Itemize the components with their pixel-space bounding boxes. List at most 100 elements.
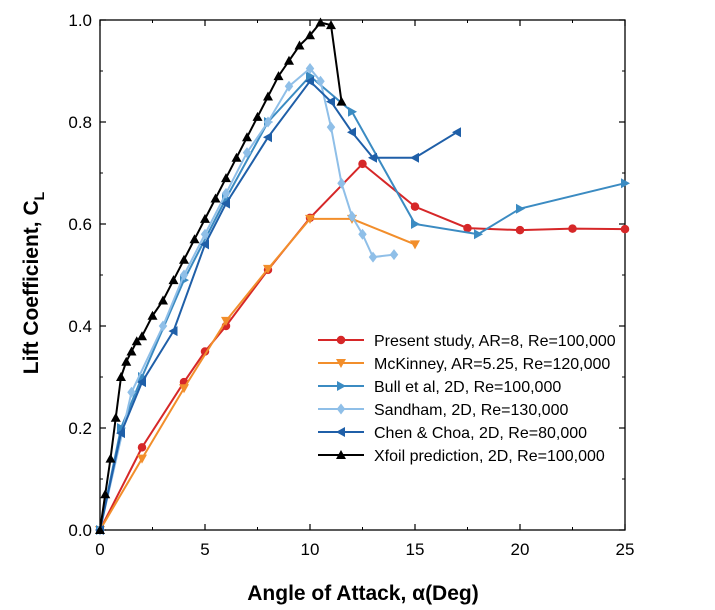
y-axis-label: Lift Coefficient, CL xyxy=(20,191,47,374)
series-2 xyxy=(96,71,630,535)
data-point xyxy=(452,127,461,138)
data-point xyxy=(620,224,630,234)
data-point xyxy=(316,75,325,87)
data-point xyxy=(358,159,367,169)
x-tick-label: 10 xyxy=(301,540,320,559)
data-point xyxy=(305,30,315,40)
data-point xyxy=(284,80,294,92)
data-point xyxy=(117,423,126,433)
data-point xyxy=(326,96,335,107)
series-5 xyxy=(95,17,347,534)
data-point xyxy=(168,275,179,285)
legend-entry: McKinney, AR=5.25, Re=120,000 xyxy=(318,356,610,373)
legend-entry: Present study, AR=8, Re=100,000 xyxy=(318,333,616,350)
data-point xyxy=(189,234,200,244)
data-point xyxy=(306,71,315,82)
data-point xyxy=(200,239,209,250)
y-tick-label: 1.0 xyxy=(68,11,92,30)
data-point xyxy=(137,443,147,452)
data-point xyxy=(137,331,147,341)
data-point xyxy=(326,121,336,133)
series-4 xyxy=(95,76,461,535)
data-point xyxy=(273,71,284,81)
data-point xyxy=(263,264,273,274)
data-point xyxy=(179,254,189,264)
data-point xyxy=(474,229,483,240)
data-point xyxy=(294,40,305,50)
legend: Present study, AR=8, Re=100,000 McKinney,… xyxy=(318,333,616,465)
data-point xyxy=(368,152,377,163)
data-point xyxy=(200,228,210,240)
data-point xyxy=(263,132,272,143)
data-point xyxy=(221,316,231,326)
x-axis-ticks: 0 5 10 15 20 25 xyxy=(95,20,634,559)
data-point xyxy=(284,55,294,65)
data-point xyxy=(147,310,158,320)
data-point xyxy=(131,336,142,346)
data-point xyxy=(410,240,420,250)
x-tick-label: 25 xyxy=(616,540,635,559)
data-point xyxy=(168,326,178,337)
y-tick-label: 0.2 xyxy=(68,419,92,438)
data-point xyxy=(121,356,132,366)
data-point xyxy=(347,127,356,138)
data-point xyxy=(231,152,242,162)
data-point xyxy=(568,224,577,233)
data-point xyxy=(137,377,146,388)
data-point xyxy=(127,386,136,398)
legend-entry: Xfoil prediction, 2D, Re=100,000 xyxy=(318,448,605,465)
data-point xyxy=(158,295,168,305)
data-point xyxy=(126,346,137,356)
y-tick-label: 0.6 xyxy=(68,215,92,234)
data-point xyxy=(621,178,630,189)
data-point xyxy=(389,249,399,261)
legend-label: Chen & Choa, 2D, Re=80,000 xyxy=(374,425,587,442)
data-point xyxy=(337,381,346,391)
legend-label: Sandham, 2D, Re=130,000 xyxy=(374,402,568,419)
y-tick-label: 0.0 xyxy=(68,521,92,540)
data-point xyxy=(242,147,252,159)
legend-label: Bull et al, 2D, Re=100,000 xyxy=(374,379,561,396)
data-point xyxy=(326,20,336,30)
series-3 xyxy=(95,62,399,536)
y-tick-label: 0.8 xyxy=(68,113,92,132)
data-point xyxy=(337,177,346,189)
data-point xyxy=(179,384,189,394)
data-point xyxy=(116,428,125,439)
data-point xyxy=(305,214,315,224)
legend-label: Xfoil prediction, 2D, Re=100,000 xyxy=(374,448,605,465)
series-layer xyxy=(95,17,630,536)
data-point xyxy=(515,225,525,235)
legend-label: McKinney, AR=5.25, Re=120,000 xyxy=(374,356,610,373)
data-point xyxy=(348,106,357,117)
data-point xyxy=(315,17,326,27)
data-point xyxy=(305,62,315,74)
legend-entry: Sandham, 2D, Re=130,000 xyxy=(318,402,568,419)
data-point xyxy=(263,91,273,101)
x-axis-label: Angle of Attack, α(Deg) xyxy=(247,582,478,605)
data-point xyxy=(105,453,116,463)
data-point xyxy=(336,450,346,459)
data-point xyxy=(368,251,378,263)
data-point xyxy=(336,427,345,437)
data-point xyxy=(336,96,347,106)
legend-label: Present study, AR=8, Re=100,000 xyxy=(374,333,616,350)
data-point xyxy=(516,203,525,214)
data-point xyxy=(179,269,189,281)
y-axis-ticks: 0.0 0.2 0.4 0.6 0.8 1.0 xyxy=(68,11,625,540)
data-point xyxy=(95,525,105,534)
data-point xyxy=(410,152,419,163)
data-point xyxy=(252,111,263,121)
data-point xyxy=(100,489,111,499)
y-axis-label-main: Lift Coefficient, C xyxy=(20,200,43,374)
data-point xyxy=(116,372,126,381)
data-point xyxy=(221,173,231,183)
series-line xyxy=(99,217,416,531)
data-point xyxy=(158,320,168,332)
series-line xyxy=(99,21,343,531)
y-axis-label-subscript: L xyxy=(31,191,47,200)
data-point xyxy=(137,454,147,464)
data-point xyxy=(411,219,420,229)
data-point xyxy=(210,193,221,203)
